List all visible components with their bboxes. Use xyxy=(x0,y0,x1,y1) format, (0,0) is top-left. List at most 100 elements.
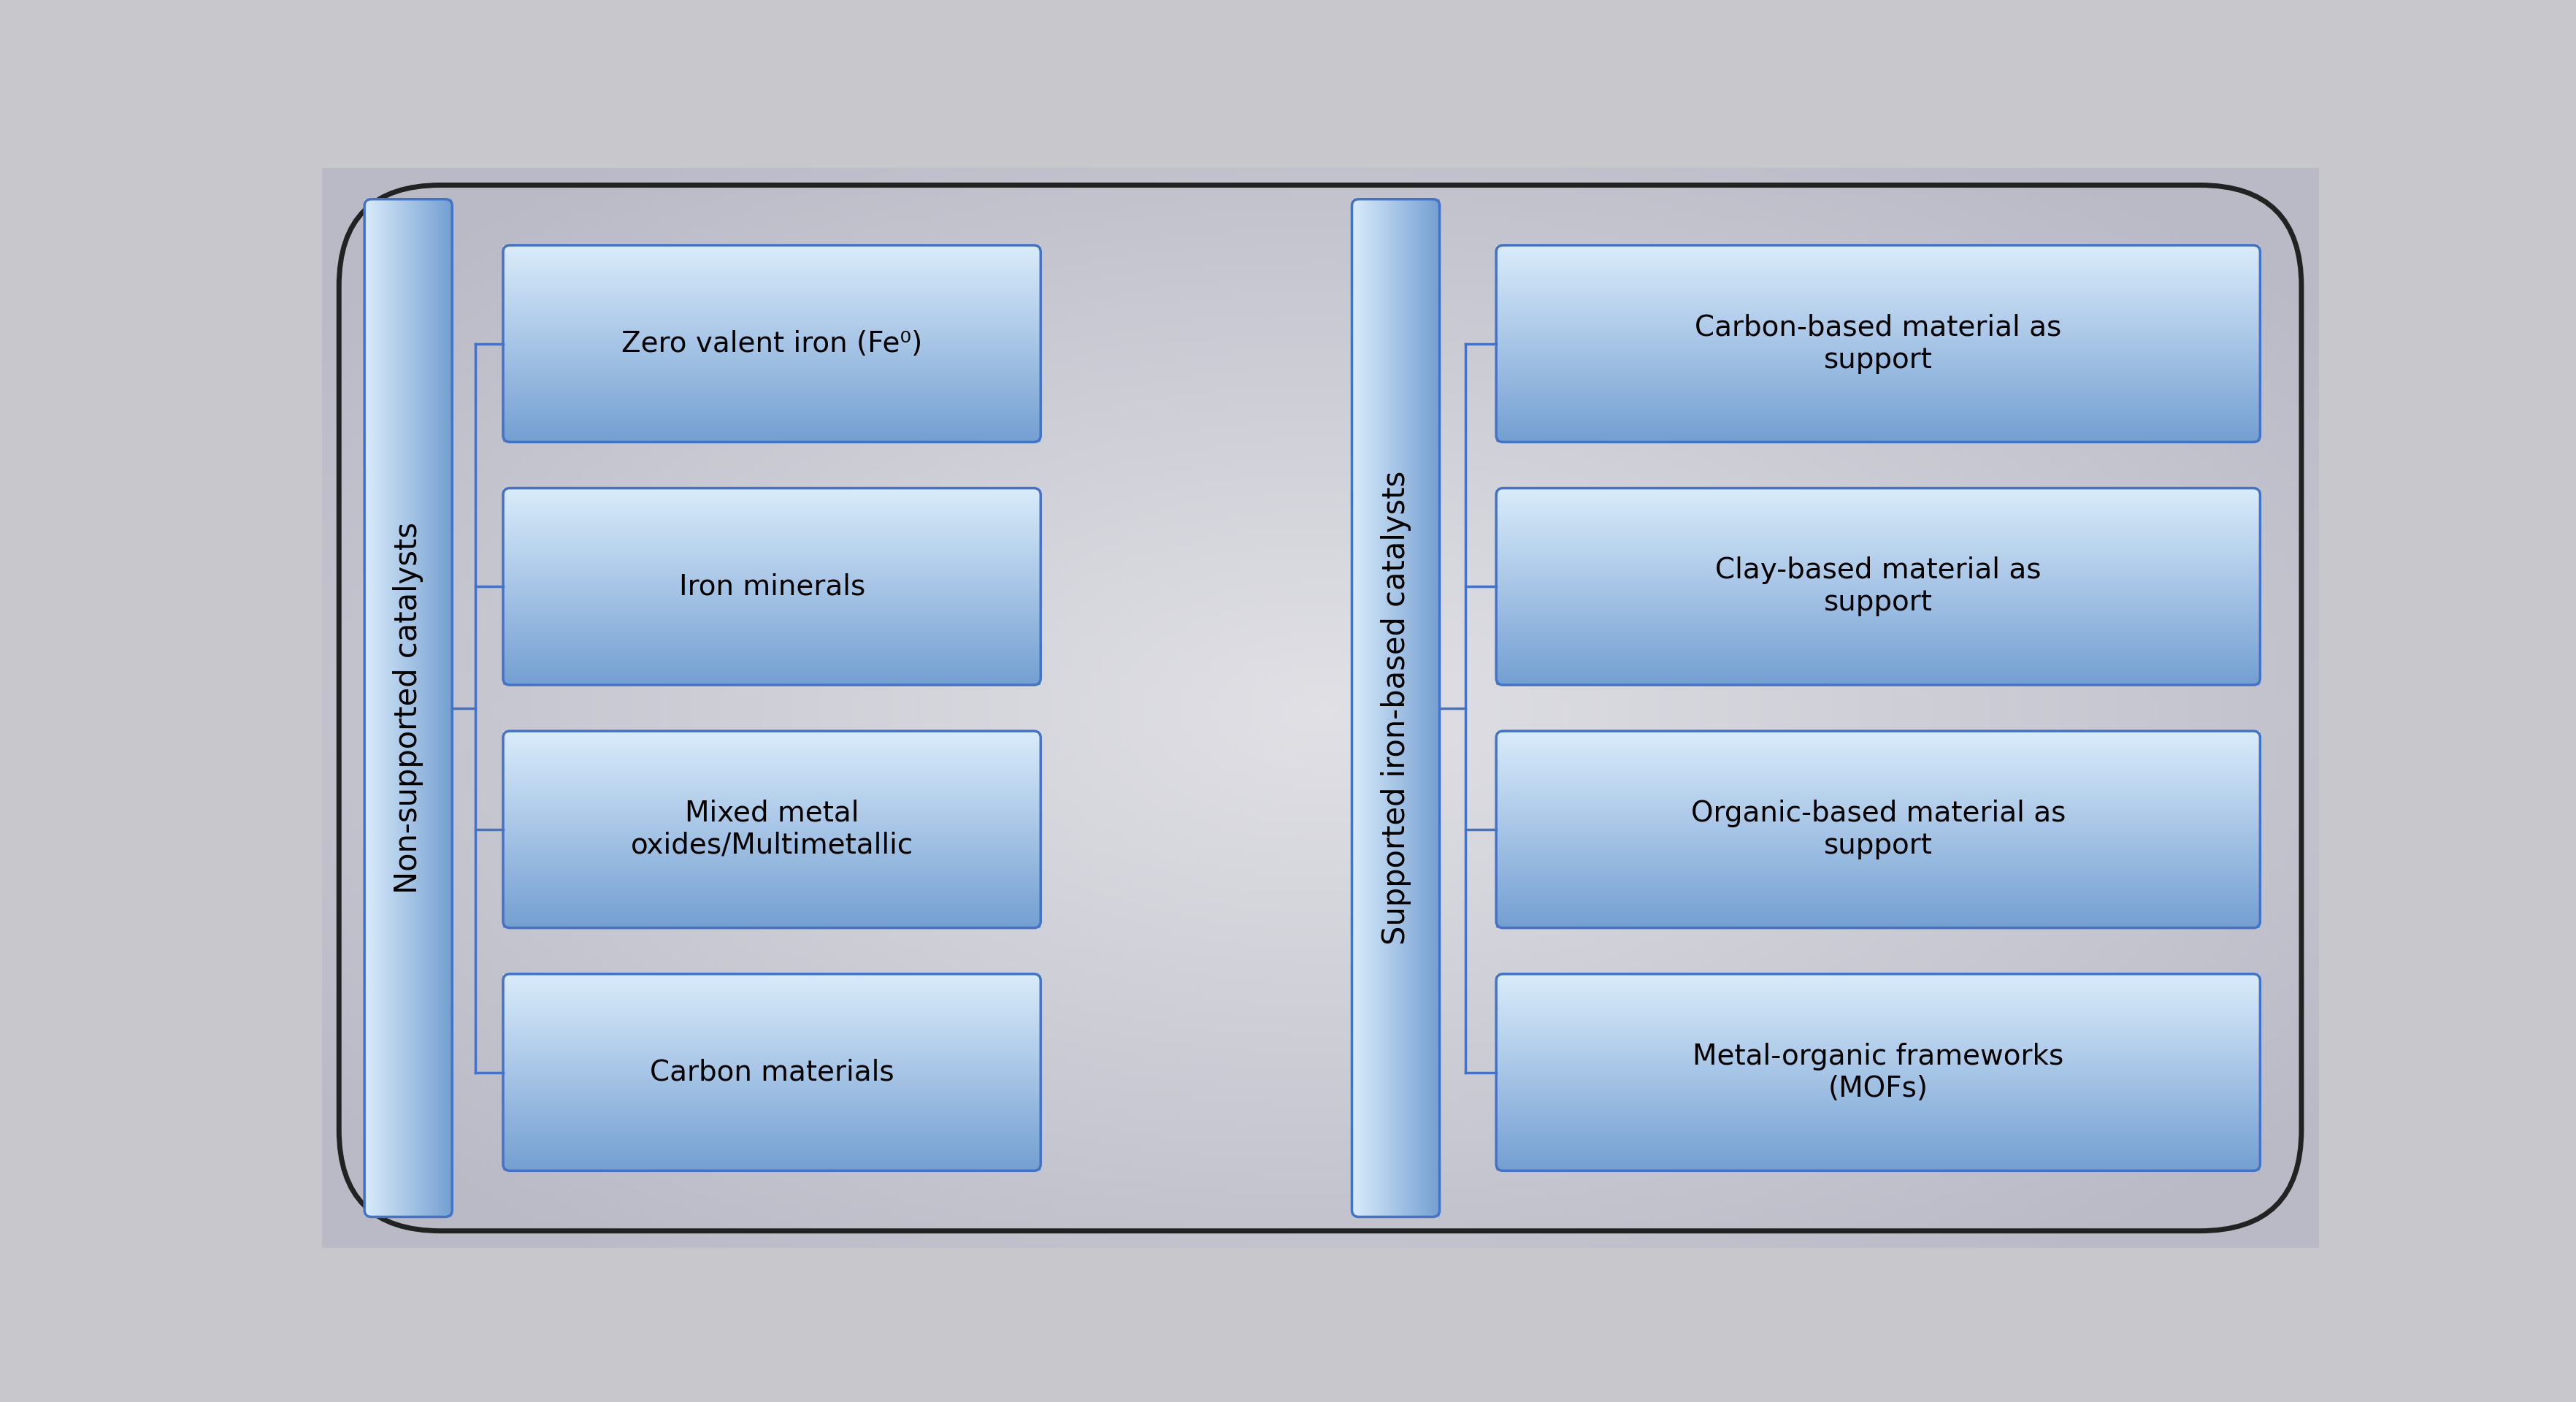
Bar xyxy=(1497,1021,2259,1023)
Bar xyxy=(1497,311,2259,314)
Bar xyxy=(502,543,1041,545)
Bar xyxy=(1497,555,2259,557)
Bar xyxy=(502,1154,1041,1157)
Bar xyxy=(1497,1154,2259,1157)
Bar xyxy=(502,505,1041,508)
Bar xyxy=(502,608,1041,611)
Bar xyxy=(502,611,1041,614)
Bar xyxy=(1497,656,2259,658)
Bar xyxy=(1497,258,2259,259)
Bar xyxy=(502,320,1041,321)
Bar xyxy=(1497,824,2259,827)
Bar xyxy=(502,517,1041,520)
Bar xyxy=(1497,886,2259,889)
Bar xyxy=(502,1018,1041,1021)
Bar xyxy=(502,297,1041,300)
Bar xyxy=(502,508,1041,510)
Bar xyxy=(502,911,1041,913)
Bar xyxy=(1497,1158,2259,1161)
Bar xyxy=(502,760,1041,763)
Text: Supported iron-based catalysts: Supported iron-based catalysts xyxy=(1381,471,1412,945)
Bar xyxy=(1497,844,2259,847)
Bar xyxy=(502,988,1041,991)
Bar xyxy=(502,824,1041,827)
Bar xyxy=(502,638,1041,641)
Bar xyxy=(502,262,1041,265)
Bar xyxy=(502,775,1041,778)
Bar xyxy=(1497,631,2259,634)
Bar xyxy=(502,536,1041,537)
Bar xyxy=(1497,1166,2259,1168)
Bar xyxy=(1497,304,2259,307)
Bar xyxy=(1497,393,2259,395)
Bar xyxy=(502,1102,1041,1105)
Bar xyxy=(1497,248,2259,250)
Bar xyxy=(1497,530,2259,533)
Bar xyxy=(502,520,1041,523)
Bar xyxy=(1497,621,2259,624)
Bar xyxy=(1497,360,2259,363)
Bar xyxy=(1497,830,2259,831)
Bar xyxy=(1497,666,2259,667)
Bar xyxy=(502,903,1041,906)
Bar xyxy=(1497,562,2259,565)
Bar xyxy=(1497,294,2259,297)
Bar xyxy=(1497,503,2259,505)
Bar xyxy=(1497,608,2259,611)
Bar xyxy=(1497,346,2259,349)
Bar xyxy=(502,530,1041,533)
Text: Clay-based material as
support: Clay-based material as support xyxy=(1716,557,2040,617)
Bar xyxy=(1497,986,2259,988)
Text: Iron minerals: Iron minerals xyxy=(677,572,866,600)
Bar xyxy=(1497,736,2259,739)
Bar xyxy=(1497,614,2259,615)
Bar xyxy=(502,405,1041,408)
Bar xyxy=(502,1011,1041,1014)
Bar xyxy=(502,879,1041,880)
Bar xyxy=(502,428,1041,430)
Bar xyxy=(502,440,1041,442)
Bar xyxy=(1497,1014,2259,1016)
Bar xyxy=(1497,635,2259,638)
Bar xyxy=(1497,857,2259,859)
Bar xyxy=(502,1075,1041,1077)
Bar xyxy=(1497,808,2259,810)
Bar xyxy=(502,871,1041,873)
Bar xyxy=(502,1134,1041,1136)
Bar xyxy=(502,495,1041,498)
Bar xyxy=(502,314,1041,317)
Bar xyxy=(502,255,1041,258)
Bar xyxy=(1497,854,2259,857)
Bar xyxy=(502,683,1041,686)
Bar xyxy=(1497,871,2259,873)
Bar xyxy=(1497,252,2259,255)
Bar xyxy=(502,252,1041,255)
Bar xyxy=(1497,760,2259,763)
Bar xyxy=(1497,245,2259,248)
Bar xyxy=(502,606,1041,608)
Bar xyxy=(502,841,1041,844)
Bar xyxy=(502,339,1041,341)
Bar xyxy=(1497,903,2259,906)
Bar xyxy=(1497,988,2259,991)
Bar xyxy=(502,1131,1041,1134)
Bar xyxy=(1497,432,2259,435)
Bar xyxy=(502,663,1041,666)
Bar xyxy=(502,673,1041,676)
Bar xyxy=(502,854,1041,857)
Bar xyxy=(502,1056,1041,1057)
Bar xyxy=(502,432,1041,435)
Bar xyxy=(1497,1085,2259,1087)
Bar xyxy=(1497,918,2259,921)
Bar xyxy=(502,815,1041,817)
Text: Metal-organic frameworks
(MOFs): Metal-organic frameworks (MOFs) xyxy=(1692,1043,2063,1102)
Bar xyxy=(1497,510,2259,513)
Bar xyxy=(1497,1047,2259,1050)
Bar xyxy=(502,1099,1041,1102)
Bar xyxy=(502,321,1041,324)
Bar xyxy=(502,327,1041,329)
Bar xyxy=(1497,651,2259,653)
Bar xyxy=(502,1092,1041,1095)
Bar xyxy=(1497,383,2259,386)
Bar xyxy=(502,1021,1041,1023)
